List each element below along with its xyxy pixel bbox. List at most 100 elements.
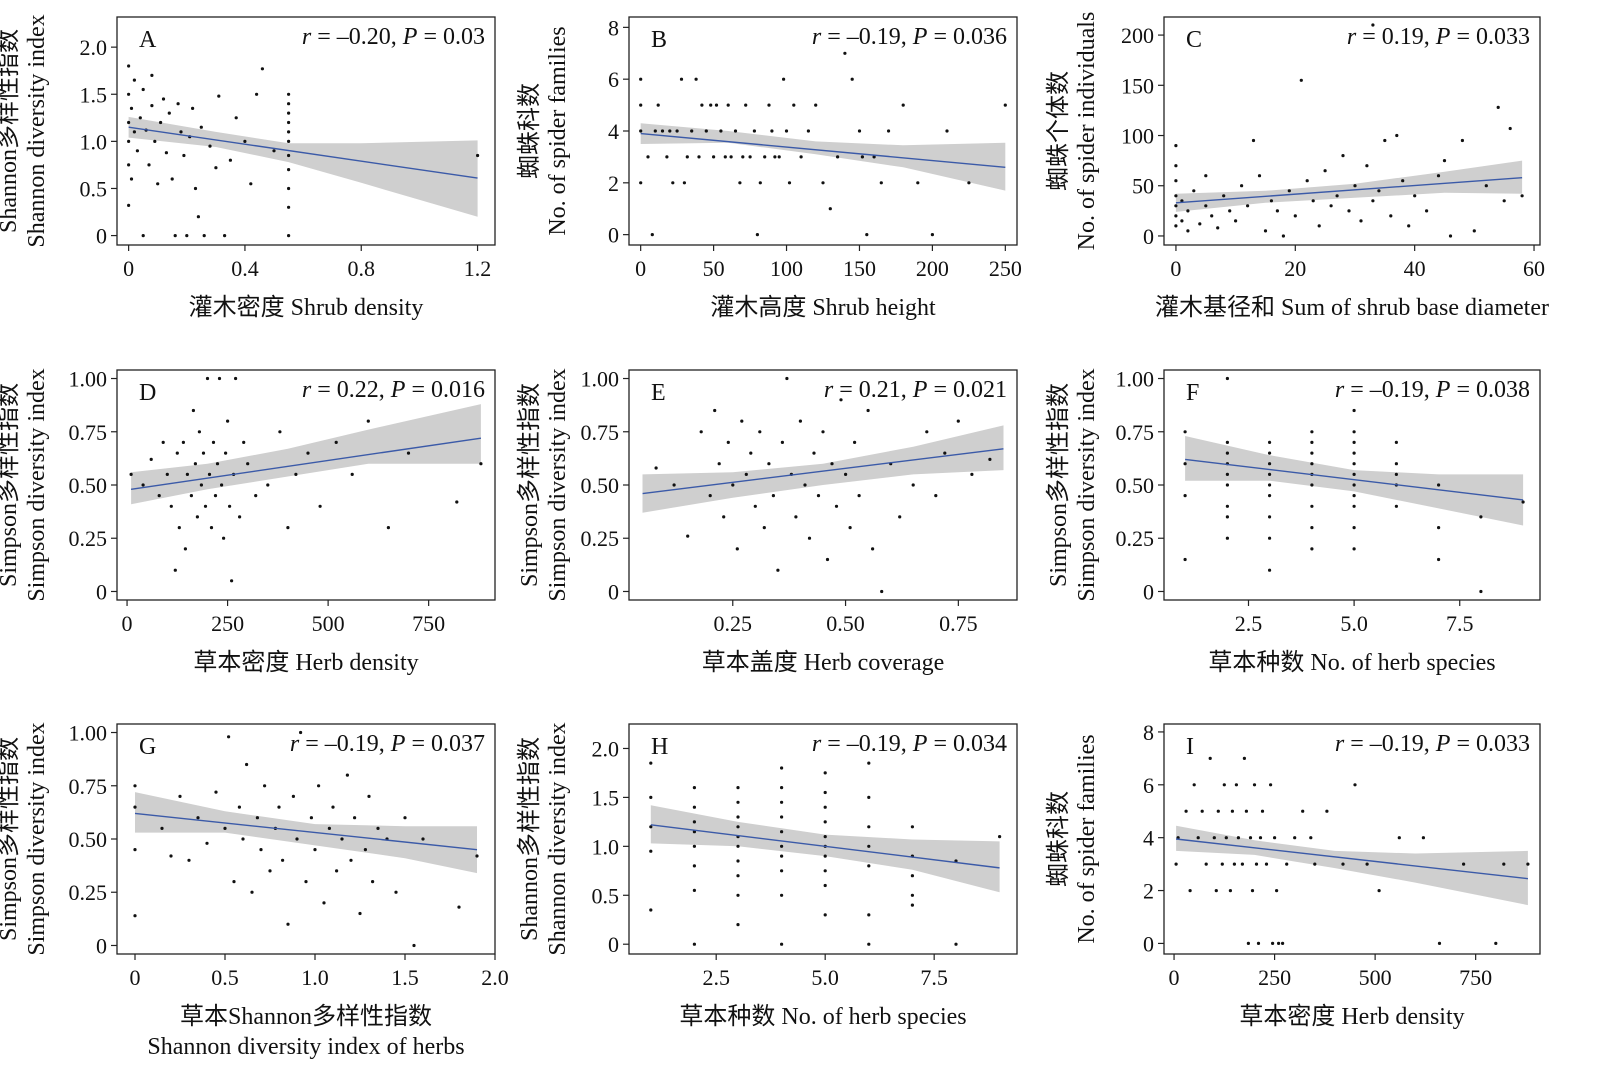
data-point <box>1365 862 1369 866</box>
data-point <box>127 92 131 96</box>
data-point <box>1174 164 1178 168</box>
x-tick-label: 5.0 <box>811 965 839 990</box>
data-point <box>736 800 740 804</box>
data-point <box>1472 229 1476 233</box>
data-point <box>278 430 282 434</box>
data-point <box>260 67 264 71</box>
data-point <box>234 376 238 381</box>
data-point <box>780 766 784 770</box>
data-point <box>649 908 653 912</box>
data-point <box>970 472 974 476</box>
data-point <box>1183 462 1187 466</box>
y-tick-label: 0.50 <box>1116 473 1155 498</box>
data-point <box>694 77 698 81</box>
data-point <box>1494 941 1498 946</box>
data-point <box>211 440 216 444</box>
y-tick-label: 1.00 <box>581 367 620 392</box>
data-point <box>735 547 739 551</box>
data-point <box>782 77 786 81</box>
data-point <box>213 494 218 498</box>
data-point <box>726 440 730 444</box>
data-point <box>141 483 145 487</box>
data-point <box>714 103 719 107</box>
data-point <box>639 103 643 107</box>
data-point <box>141 87 145 92</box>
data-point <box>1216 226 1220 230</box>
x-tick-label: 0.50 <box>826 611 865 636</box>
data-point <box>867 761 871 765</box>
data-point <box>234 116 238 120</box>
data-point <box>1299 78 1303 82</box>
panel-label: C <box>1186 27 1202 53</box>
data-point <box>1285 862 1289 866</box>
confidence-band <box>640 123 1006 191</box>
data-point <box>322 901 326 905</box>
data-point <box>719 129 723 133</box>
data-point <box>406 451 411 455</box>
confidence-band <box>1185 436 1524 526</box>
data-point <box>1437 941 1442 946</box>
data-point <box>187 858 191 862</box>
y-tick-label: 0 <box>1143 224 1154 249</box>
data-point <box>758 430 762 434</box>
x-tick-label: 1.2 <box>464 256 492 281</box>
data-point <box>327 826 331 831</box>
data-point <box>1268 536 1272 540</box>
data-point <box>704 129 708 133</box>
data-point <box>943 451 947 455</box>
data-point <box>1323 169 1327 173</box>
data-point <box>1347 209 1351 213</box>
data-point <box>763 155 767 159</box>
data-point <box>195 515 199 519</box>
x-tick-label: 2.5 <box>1235 611 1263 636</box>
data-point <box>700 103 704 107</box>
panel-label: E <box>651 380 666 406</box>
data-point <box>1521 500 1525 504</box>
data-point <box>1232 862 1236 866</box>
data-point <box>455 500 459 504</box>
data-point <box>196 215 200 219</box>
data-point <box>214 166 218 170</box>
data-point <box>898 515 902 519</box>
y-axis-label: Simpson多样性指数 <box>516 383 543 587</box>
data-point <box>207 472 212 476</box>
data-point <box>1186 229 1190 233</box>
data-point <box>255 92 259 96</box>
data-point <box>1174 204 1178 208</box>
x-tick-label: 100 <box>770 256 803 281</box>
y-tick-label: 0.75 <box>581 420 620 445</box>
data-point <box>1437 483 1441 487</box>
data-point <box>169 504 173 508</box>
data-point <box>785 376 789 381</box>
data-point <box>867 795 871 800</box>
data-point <box>823 883 827 888</box>
data-point <box>1287 189 1291 193</box>
panel-label: F <box>1186 380 1199 406</box>
data-point <box>799 155 803 159</box>
data-point <box>1251 138 1256 143</box>
data-point <box>708 494 712 498</box>
panel-f: 2.5 5.0 7.5 0 0.25 0.50 0.75 1.00 F r = –0.19, P … <box>1045 367 1541 676</box>
data-point <box>803 483 807 487</box>
data-point <box>196 816 200 820</box>
x-tick-label: 0 <box>635 256 646 281</box>
data-point <box>1353 783 1357 787</box>
data-point <box>181 440 185 444</box>
data-point <box>1196 836 1200 840</box>
data-point <box>304 880 308 884</box>
panel-label: H <box>651 734 668 760</box>
x-tick-label: 0.4 <box>231 256 259 281</box>
data-point <box>1225 440 1229 444</box>
x-tick-label: 200 <box>916 256 949 281</box>
x-tick-label: 0 <box>1169 965 1180 990</box>
data-point <box>287 111 291 115</box>
data-point <box>821 430 825 434</box>
data-point <box>287 153 291 158</box>
data-point <box>403 816 407 820</box>
data-point <box>749 451 753 455</box>
y-tick-label: 1.0 <box>592 834 620 859</box>
data-point <box>731 483 735 487</box>
data-point <box>780 815 784 819</box>
data-point <box>193 462 197 466</box>
